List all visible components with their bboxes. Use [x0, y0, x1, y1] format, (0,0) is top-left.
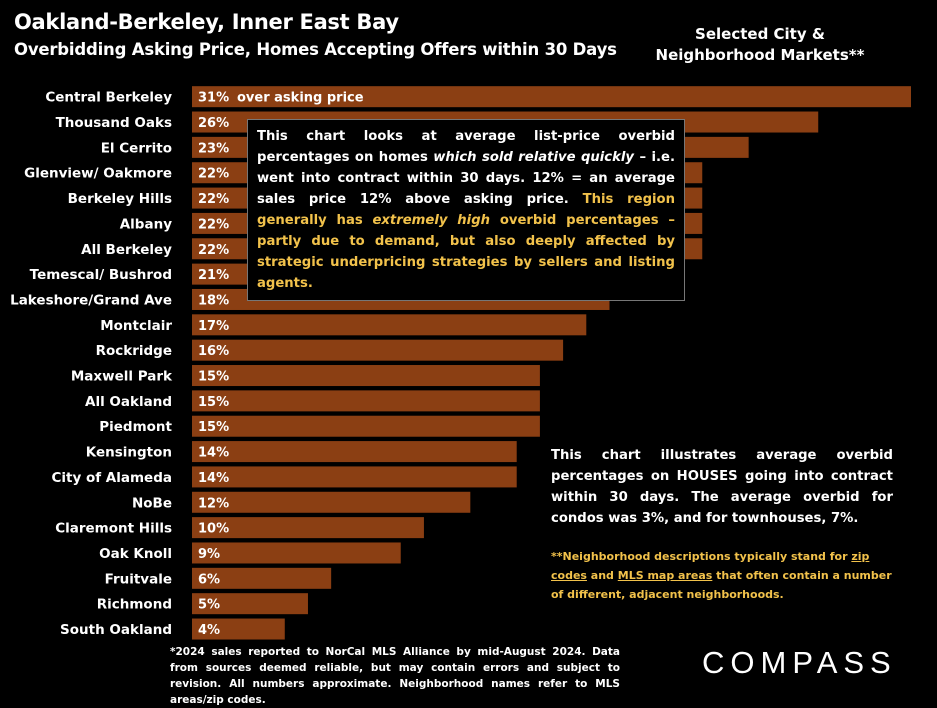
value-label: 22%	[198, 217, 229, 232]
explanation-italic: which sold relative quickly	[433, 150, 635, 165]
category-label: Rockridge	[96, 343, 172, 359]
side-title-line2: Neighborhood Markets**	[655, 46, 865, 64]
explanation-text-2: – i.e. went into contract within 30 days…	[257, 150, 675, 207]
category-label: Albany	[120, 216, 172, 232]
over-asking-label: over asking price	[237, 91, 364, 106]
neighborhood-note-text-3: that often contain a number of different…	[551, 569, 892, 601]
bar-central-berkeley	[192, 86, 911, 108]
explanation-highlight-1: This region generally has	[257, 192, 675, 228]
category-label: Claremont Hills	[55, 521, 172, 537]
value-label: 15%	[198, 395, 229, 410]
houses-note: This chart illustrates average overbid p…	[551, 448, 893, 526]
explanation-box: This chart looks at average list-price o…	[247, 119, 685, 301]
category-label: Fruitvale	[105, 571, 172, 587]
category-label: Richmond	[97, 597, 172, 613]
value-label: 22%	[198, 243, 229, 258]
explanation-highlight-2: overbid percentages – partly due to dema…	[257, 213, 675, 291]
bar-fruitvale	[192, 567, 332, 589]
bar-oak-knoll	[192, 542, 401, 564]
page-subtitle: Overbidding Asking Price, Homes Acceptin…	[14, 40, 617, 59]
category-label: NoBe	[132, 495, 172, 511]
mls-map-areas-link[interactable]: MLS map areas	[617, 569, 713, 582]
bar-south-oakland	[192, 618, 285, 640]
bar-rockridge	[192, 339, 564, 361]
side-title: Selected City & Neighborhood Markets**	[645, 24, 875, 66]
side-title-line1: Selected City &	[695, 25, 825, 43]
value-label: 15%	[198, 420, 229, 435]
bar-claremont-hills	[192, 517, 424, 539]
neighborhood-note-text-1: **Neighborhood descriptions typically st…	[551, 550, 852, 563]
category-label: Piedmont	[99, 419, 172, 435]
category-label: Glenview/ Oakmore	[24, 166, 172, 182]
value-label: 23%	[198, 141, 229, 156]
category-label: Temescal/ Bushrod	[30, 267, 172, 283]
category-label: South Oakland	[60, 622, 172, 638]
category-label: All Oakland	[85, 394, 172, 410]
value-label: 4%	[198, 623, 220, 638]
bar-maxwell-park	[192, 365, 540, 387]
category-label: Lakeshore/Grand Ave	[10, 292, 172, 308]
bar-city-of-alameda	[192, 466, 517, 488]
category-label: Kensington	[86, 445, 172, 461]
category-label: Berkeley Hills	[68, 191, 172, 207]
explanation-highlight-italic: extremely high	[372, 213, 491, 228]
category-label: El Cerrito	[101, 140, 172, 156]
value-label: 17%	[198, 319, 229, 334]
value-label: 15%	[198, 370, 229, 385]
value-label: 9%	[198, 547, 220, 562]
zip-codes-link[interactable]: zip codes	[551, 550, 870, 582]
category-label: All Berkeley	[81, 242, 172, 258]
category-label: Maxwell Park	[71, 369, 173, 385]
bar-nobe	[192, 491, 471, 513]
neighborhood-note-text-2: and	[586, 569, 618, 582]
value-label: 14%	[198, 446, 229, 461]
value-label: 26%	[198, 116, 229, 131]
value-label: 5%	[198, 598, 220, 613]
category-label: City of Alameda	[51, 470, 172, 486]
value-label: 6%	[198, 572, 220, 587]
page-title: Oakland-Berkeley, Inner East Bay	[14, 10, 399, 34]
value-label: 10%	[198, 522, 229, 537]
bar-montclair	[192, 314, 587, 336]
source-footnote: *2024 sales reported to NorCal MLS Allia…	[170, 646, 620, 706]
neighborhood-note: **Neighborhood descriptions typically st…	[551, 547, 893, 604]
category-label: Central Berkeley	[45, 90, 172, 106]
value-label: 14%	[198, 471, 229, 486]
value-label: 21%	[198, 268, 229, 283]
bar-all-oakland	[192, 390, 540, 412]
value-label: 18%	[198, 293, 229, 308]
compass-logo: COMPASS	[702, 645, 897, 680]
value-label: 16%	[198, 344, 229, 359]
bar-piedmont	[192, 415, 540, 437]
value-label: 22%	[198, 192, 229, 207]
bar-kensington	[192, 441, 517, 463]
category-label: Oak Knoll	[99, 546, 172, 562]
bar-richmond	[192, 593, 308, 615]
value-label: 22%	[198, 167, 229, 182]
category-label: Montclair	[100, 318, 172, 334]
value-label: 31%	[198, 91, 229, 106]
category-label: Thousand Oaks	[56, 115, 172, 131]
value-label: 12%	[198, 496, 229, 511]
explanation-text-1: This chart looks at average list-price o…	[257, 129, 675, 165]
bar-chart: Central Berkeley 31% over asking price Thou…	[10, 86, 911, 640]
